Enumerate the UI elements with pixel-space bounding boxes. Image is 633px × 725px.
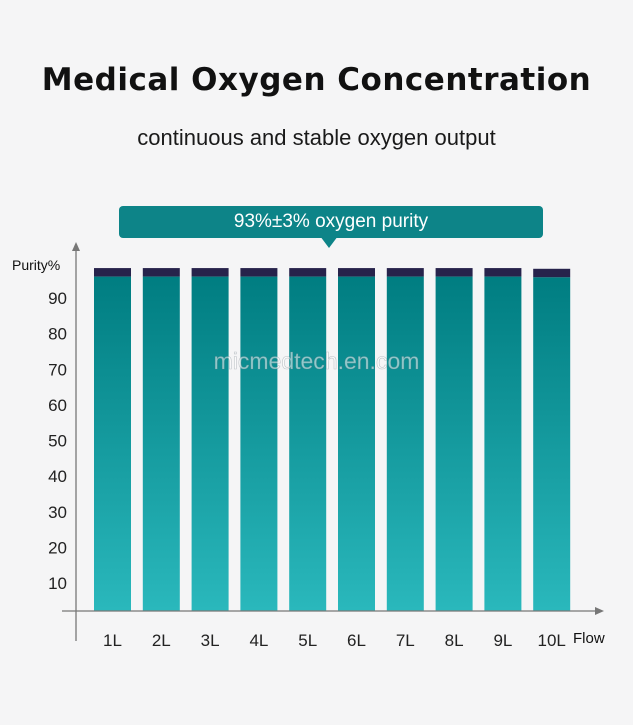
y-tick-label: 10 xyxy=(48,574,67,593)
x-tick-label: 1L xyxy=(103,631,122,650)
x-axis-label: Flow xyxy=(573,630,605,647)
x-axis-arrow xyxy=(595,607,604,615)
bar-2L xyxy=(142,276,180,611)
bar-1L xyxy=(94,276,131,611)
bar-8L xyxy=(435,276,473,611)
y-axis-label: Purity% xyxy=(12,257,60,273)
x-tick-label: 9L xyxy=(493,631,512,650)
bar-10L xyxy=(533,277,571,611)
bar-cap-6L xyxy=(338,268,375,277)
bar-cap-4L xyxy=(240,268,278,277)
x-tick-label: 10L xyxy=(538,631,566,650)
bar-cap-1L xyxy=(94,268,131,277)
bar-6L xyxy=(338,276,375,611)
x-tick-label: 6L xyxy=(347,631,366,650)
y-tick-label: 80 xyxy=(48,325,67,344)
y-tick-label: 50 xyxy=(48,432,67,451)
bar-cap-8L xyxy=(435,268,473,277)
chart-subtitle: continuous and stable oxygen output xyxy=(137,125,496,150)
bar-cap-3L xyxy=(191,268,229,277)
x-tick-label: 4L xyxy=(249,631,268,650)
bar-4L xyxy=(240,276,278,611)
x-tick-label: 2L xyxy=(152,631,171,650)
bar-cap-9L xyxy=(484,268,522,277)
bars-layer xyxy=(94,268,571,611)
labels-layer: 1L 2L 3L 4L 5L 6L 7L 8L 9L 10L 10 20 30 40 50 60 70 80 90 P… xyxy=(12,257,605,650)
x-tick-label: 8L xyxy=(445,631,464,650)
y-tick-label: 20 xyxy=(48,538,67,557)
banner-pointer xyxy=(320,236,338,248)
bar-9L xyxy=(484,276,522,611)
bar-cap-10L xyxy=(533,268,571,278)
bar-3L xyxy=(191,276,229,611)
x-tick-label: 7L xyxy=(396,631,415,650)
axes-layer xyxy=(62,242,604,641)
bar-7L xyxy=(386,276,424,611)
x-tick-label: 3L xyxy=(201,631,220,650)
bar-5L xyxy=(289,276,327,611)
y-axis-arrow xyxy=(72,242,80,251)
bar-cap-2L xyxy=(142,268,180,277)
y-tick-label: 70 xyxy=(48,360,67,379)
y-tick-label: 90 xyxy=(48,289,67,308)
bar-cap-7L xyxy=(386,268,424,277)
x-tick-label: 5L xyxy=(298,631,317,650)
y-tick-label: 30 xyxy=(48,503,67,522)
y-tick-label: 40 xyxy=(48,467,67,486)
bar-cap-5L xyxy=(289,268,327,277)
chart-title: Medical Oxygen Concentration xyxy=(41,62,592,98)
purity-banner: 93%±3% oxygen purity xyxy=(119,206,543,238)
y-tick-label: 60 xyxy=(48,396,67,415)
